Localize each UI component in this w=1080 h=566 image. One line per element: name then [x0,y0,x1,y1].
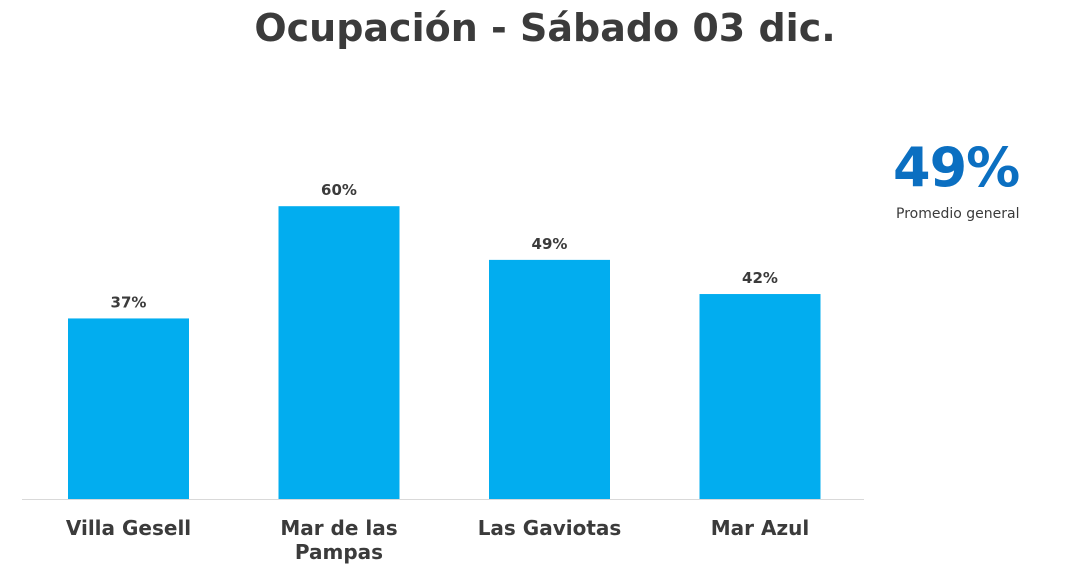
category-label-2: Mar de las Pampas [280,516,397,564]
average-value: 49% [893,136,1020,199]
value-label-4: 42% [742,269,778,287]
bar-1 [68,318,189,499]
bars-group [68,206,821,499]
category-label-2-line-1: Mar de las [280,516,397,540]
chart-title: Ocupación - Sábado 03 dic. [254,6,836,50]
category-label-2-line-2: Pampas [295,540,383,564]
category-label-1-line-1: Villa Gesell [66,516,191,540]
category-label-1: Villa Gesell [66,516,191,540]
value-label-1: 37% [111,293,147,311]
category-label-4: Mar Azul [711,516,809,540]
bar-4 [699,294,821,499]
category-label-4-line-1: Mar Azul [711,516,809,540]
value-label-2: 60% [321,181,357,199]
category-label-3-line-1: Las Gaviotas [478,516,622,540]
value-label-3: 49% [532,235,568,253]
category-labels-group: Villa Gesell Mar de las Pampas Las Gaviotas… [66,516,809,564]
category-label-3: Las Gaviotas [478,516,622,540]
bar-2 [278,206,400,499]
value-labels-group: 37% 60% 49% 42% [111,181,778,311]
bar-3 [489,259,610,499]
average-label: Promedio general [896,206,1020,222]
